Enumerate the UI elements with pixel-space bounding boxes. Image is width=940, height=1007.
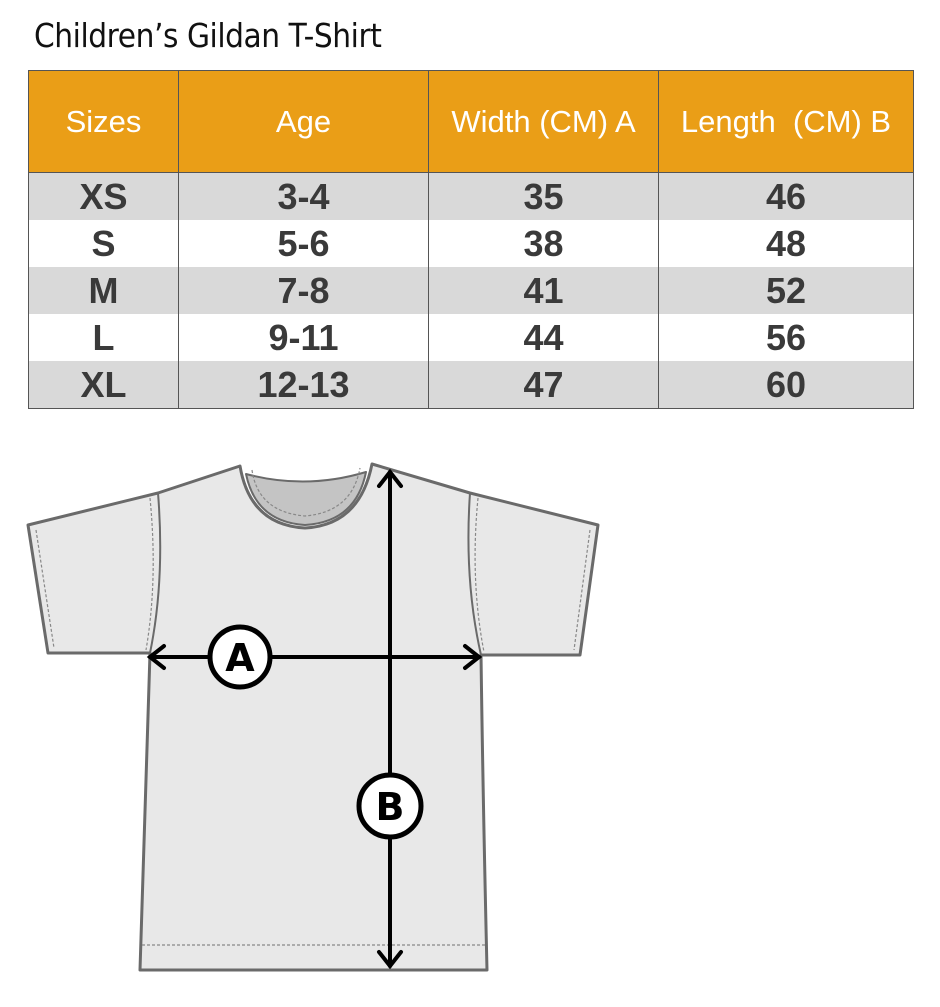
label-b-marker: B <box>356 772 424 840</box>
size-table: Sizes Age Width (CM) A Length (CM) B XS 3… <box>28 70 914 409</box>
table-row: XS 3-4 35 46 <box>28 172 914 220</box>
cell-width: 41 <box>428 267 659 314</box>
cell-width: 35 <box>428 172 659 220</box>
header-sizes: Sizes <box>28 70 179 173</box>
label-a: A <box>225 636 255 680</box>
cell-width: 38 <box>428 220 659 267</box>
table-row: S 5-6 38 48 <box>28 220 914 267</box>
label-b: B <box>376 785 405 829</box>
cell-age: 7-8 <box>178 267 429 314</box>
header-width: Width (CM) A <box>428 70 659 173</box>
cell-size: S <box>28 220 179 267</box>
cell-size: XL <box>28 361 179 409</box>
tshirt-shape <box>26 462 600 972</box>
table-row: M 7-8 41 52 <box>28 267 914 314</box>
header-age: Age <box>178 70 429 173</box>
label-a-marker: A <box>207 624 273 690</box>
measure-arrows <box>146 468 483 970</box>
page-title: Children’s Gildan T-Shirt <box>34 16 382 55</box>
cell-length: 56 <box>658 314 914 361</box>
cell-age: 3-4 <box>178 172 429 220</box>
cell-age: 5-6 <box>178 220 429 267</box>
cell-width: 44 <box>428 314 659 361</box>
cell-width: 47 <box>428 361 659 409</box>
cell-length: 52 <box>658 267 914 314</box>
cell-size: XS <box>28 172 179 220</box>
stitching <box>35 467 591 946</box>
cell-length: 60 <box>658 361 914 409</box>
cell-age: 9-11 <box>178 314 429 361</box>
cell-size: M <box>28 267 179 314</box>
table-row: XL 12-13 47 60 <box>28 361 914 409</box>
table-row: L 9-11 44 56 <box>28 314 914 361</box>
header-length: Length (CM) B <box>658 70 914 173</box>
cell-size: L <box>28 314 179 361</box>
cell-length: 46 <box>658 172 914 220</box>
cell-length: 48 <box>658 220 914 267</box>
cell-age: 12-13 <box>178 361 429 409</box>
table-header-row: Sizes Age Width (CM) A Length (CM) B <box>28 70 914 173</box>
